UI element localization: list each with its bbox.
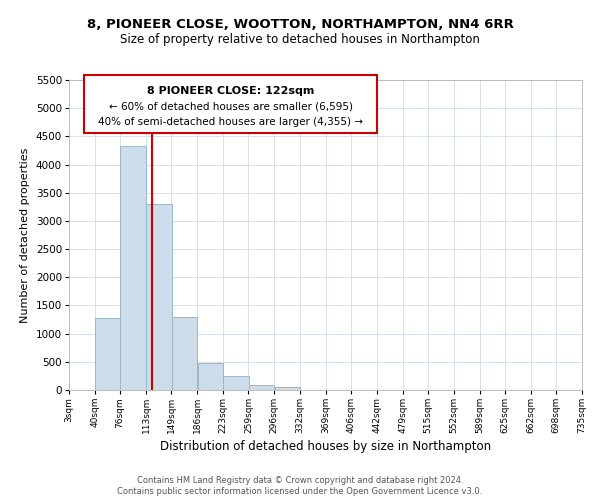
Text: ← 60% of detached houses are smaller (6,595): ← 60% of detached houses are smaller (6,… xyxy=(109,101,353,111)
Text: 40% of semi-detached houses are larger (4,355) →: 40% of semi-detached houses are larger (… xyxy=(98,116,363,126)
Y-axis label: Number of detached properties: Number of detached properties xyxy=(20,148,30,322)
X-axis label: Distribution of detached houses by size in Northampton: Distribution of detached houses by size … xyxy=(160,440,491,454)
Bar xyxy=(197,363,223,390)
Text: Size of property relative to detached houses in Northampton: Size of property relative to detached ho… xyxy=(120,32,480,46)
Bar xyxy=(248,385,274,390)
Bar xyxy=(172,318,197,390)
Text: 8 PIONEER CLOSE: 122sqm: 8 PIONEER CLOSE: 122sqm xyxy=(147,86,314,96)
Bar xyxy=(275,387,300,390)
Bar xyxy=(121,146,146,390)
Text: Contains HM Land Registry data © Crown copyright and database right 2024.: Contains HM Land Registry data © Crown c… xyxy=(137,476,463,485)
Bar xyxy=(146,204,172,390)
FancyBboxPatch shape xyxy=(85,76,377,132)
Text: Contains public sector information licensed under the Open Government Licence v3: Contains public sector information licen… xyxy=(118,488,482,496)
Bar xyxy=(95,318,121,390)
Text: 8, PIONEER CLOSE, WOOTTON, NORTHAMPTON, NN4 6RR: 8, PIONEER CLOSE, WOOTTON, NORTHAMPTON, … xyxy=(86,18,514,30)
Bar xyxy=(223,376,249,390)
